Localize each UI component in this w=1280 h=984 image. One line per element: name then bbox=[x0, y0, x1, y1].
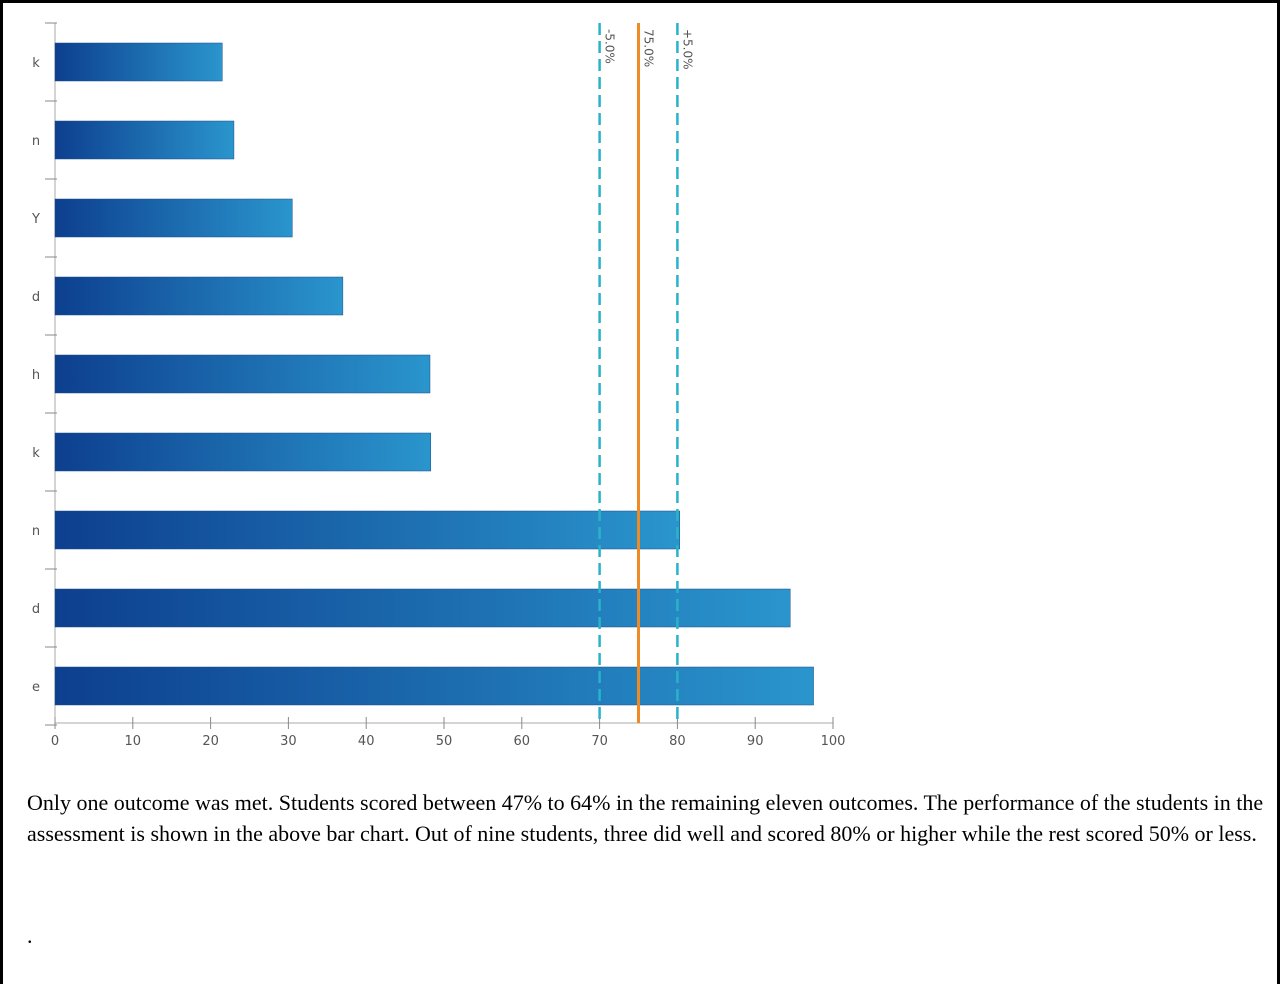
category-label: d bbox=[32, 290, 40, 305]
bar bbox=[54, 666, 814, 706]
reference-lines: -5.0% 75.0% +5.0% bbox=[598, 23, 694, 723]
reference-line-label: +5.0% bbox=[680, 29, 694, 70]
bar bbox=[54, 432, 432, 472]
trailing-text: . bbox=[27, 923, 33, 948]
bar bbox=[54, 588, 791, 628]
x-tick-label: 80 bbox=[669, 734, 686, 749]
category-label: d bbox=[32, 602, 40, 617]
bar bbox=[54, 276, 344, 316]
chart-description: Only one outcome was met. Students score… bbox=[27, 790, 1264, 846]
category-label: Y bbox=[31, 212, 40, 227]
x-tick-label: 10 bbox=[125, 734, 142, 749]
axes: 0 10 20 30 40 50 60 70 80 90 100 k n Yd h k n d e bbox=[31, 22, 846, 749]
reference-line-label: 75.0% bbox=[642, 29, 656, 67]
bar-chart: 0 10 20 30 40 50 60 70 80 90 100 k n Yd h k n d e -5.0% 75.… bbox=[31, 22, 846, 749]
x-tick-label: 30 bbox=[280, 734, 297, 749]
bars bbox=[54, 42, 814, 706]
category-label: n bbox=[32, 134, 40, 149]
category-label: k bbox=[32, 56, 40, 71]
bar bbox=[54, 120, 235, 160]
bar bbox=[54, 42, 223, 82]
category-label: e bbox=[32, 680, 40, 695]
x-tick-label: 100 bbox=[821, 734, 846, 749]
bar bbox=[54, 198, 293, 238]
x-tick-label: 20 bbox=[202, 734, 219, 749]
bar bbox=[54, 354, 431, 394]
x-tick-label: 40 bbox=[358, 734, 375, 749]
x-tick-label: 50 bbox=[436, 734, 453, 749]
x-tick-label: 90 bbox=[747, 734, 764, 749]
x-tick-label: 70 bbox=[591, 734, 608, 749]
x-tick-label: 0 bbox=[51, 734, 59, 749]
bar bbox=[54, 510, 680, 550]
x-tick-label: 60 bbox=[514, 734, 531, 749]
category-label: h bbox=[32, 368, 40, 383]
reference-line-label: -5.0% bbox=[603, 29, 617, 64]
category-label: n bbox=[32, 524, 40, 539]
category-label: k bbox=[32, 446, 40, 461]
